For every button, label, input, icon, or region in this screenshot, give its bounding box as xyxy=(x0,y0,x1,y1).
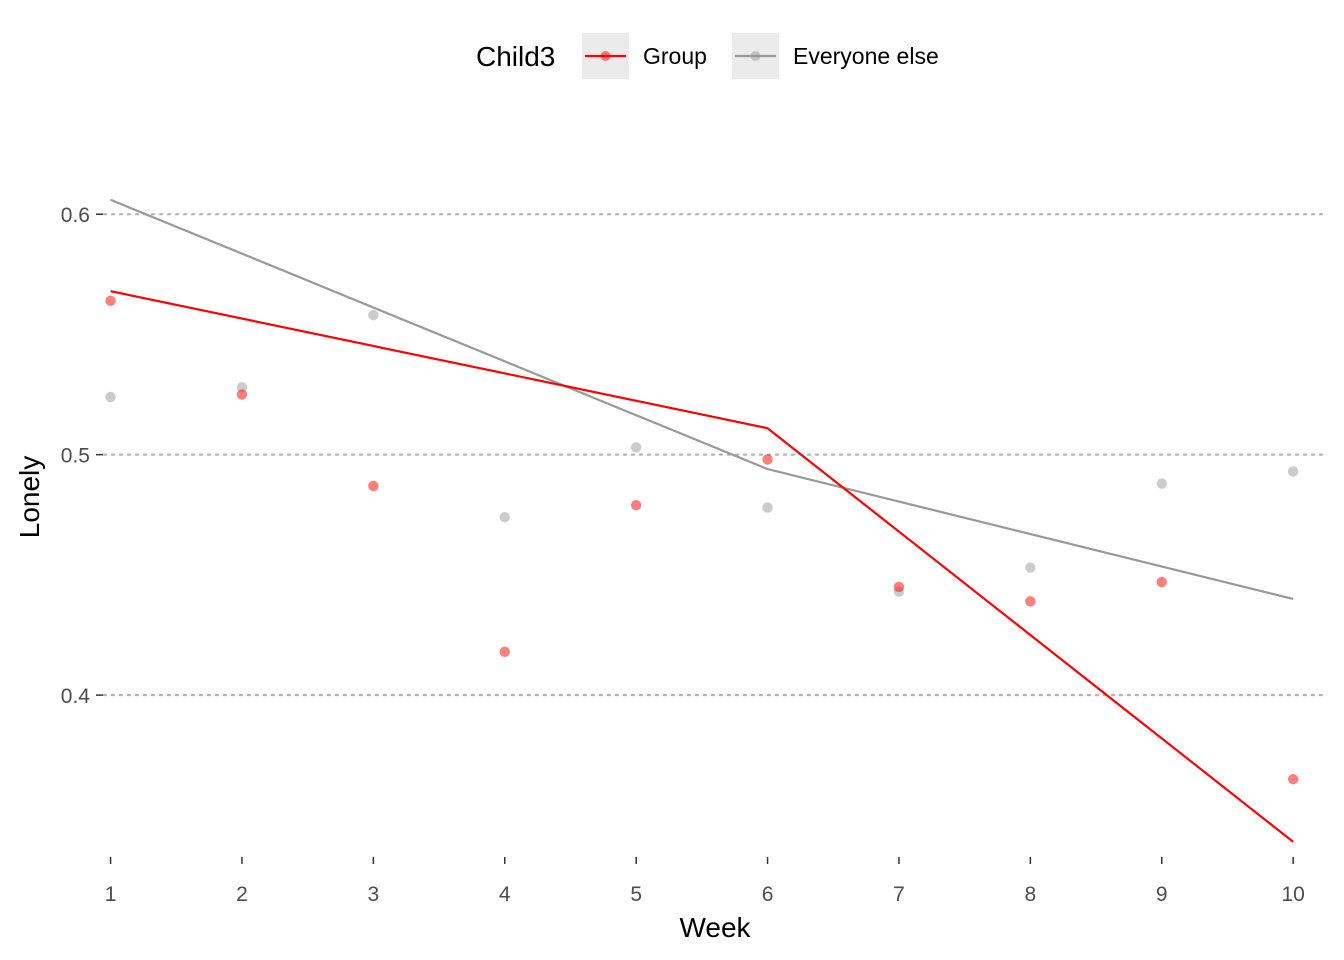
data-point-group xyxy=(1287,774,1299,785)
data-point-everyone-else xyxy=(1025,562,1036,573)
x-tick-label: 2 xyxy=(236,883,248,906)
x-tick-label: 9 xyxy=(1156,883,1168,906)
plot-series xyxy=(105,198,1299,843)
data-point-group xyxy=(499,646,510,658)
x-tick-label: 6 xyxy=(762,883,774,906)
legend-key-group-point xyxy=(600,51,611,61)
data-point-group xyxy=(368,480,379,492)
x-axis: 1 2 3 4 5 6 7 8 9 10 xyxy=(105,857,1305,906)
x-tick-label: 4 xyxy=(499,883,511,906)
x-tick-label: 7 xyxy=(893,883,905,906)
legend: Child3 Group Everyone else xyxy=(476,33,939,79)
legend-item-group: Group xyxy=(582,33,707,79)
legend-title: Child3 xyxy=(476,41,555,72)
y-axis-title: Lonely xyxy=(14,456,45,539)
trend-line-everyone-else xyxy=(110,198,1294,600)
x-tick-label: 5 xyxy=(630,883,642,906)
y-tick-label: 0.6 xyxy=(61,204,90,227)
legend-label-group: Group xyxy=(643,43,707,69)
data-point-everyone-else xyxy=(105,391,116,403)
series-everyone-else xyxy=(105,309,1299,597)
x-tick-label: 3 xyxy=(368,883,380,906)
data-point-group xyxy=(630,499,642,511)
data-point-everyone-else xyxy=(1287,466,1299,477)
data-point-everyone-else xyxy=(368,309,379,321)
y-tick-label: 0.5 xyxy=(61,445,90,468)
x-tick-label: 10 xyxy=(1281,883,1304,906)
x-tick-label: 8 xyxy=(1025,883,1037,906)
data-point-everyone-else xyxy=(499,511,510,523)
data-point-group xyxy=(1156,576,1167,588)
series-group xyxy=(105,295,1299,785)
y-axis: 0.4 0.5 0.6 xyxy=(61,204,103,708)
x-axis-title: Week xyxy=(679,912,751,943)
data-point-everyone-else xyxy=(630,442,642,453)
data-point-group xyxy=(893,581,905,593)
y-tick-label: 0.4 xyxy=(61,685,91,708)
data-point-group xyxy=(1025,596,1036,607)
data-point-everyone-else xyxy=(236,382,248,393)
data-point-everyone-else xyxy=(1156,478,1167,489)
data-point-group xyxy=(105,295,116,306)
data-point-group xyxy=(762,454,773,465)
legend-item-everyone-else: Everyone else xyxy=(732,33,939,79)
legend-key-everyone-else-point xyxy=(750,51,761,61)
data-point-group xyxy=(236,389,248,400)
legend-label-everyone-else: Everyone else xyxy=(793,43,939,69)
data-point-everyone-else xyxy=(762,502,773,513)
trend-line-group xyxy=(110,290,1294,843)
gridlines xyxy=(102,213,1328,697)
x-tick-label: 1 xyxy=(105,883,117,906)
